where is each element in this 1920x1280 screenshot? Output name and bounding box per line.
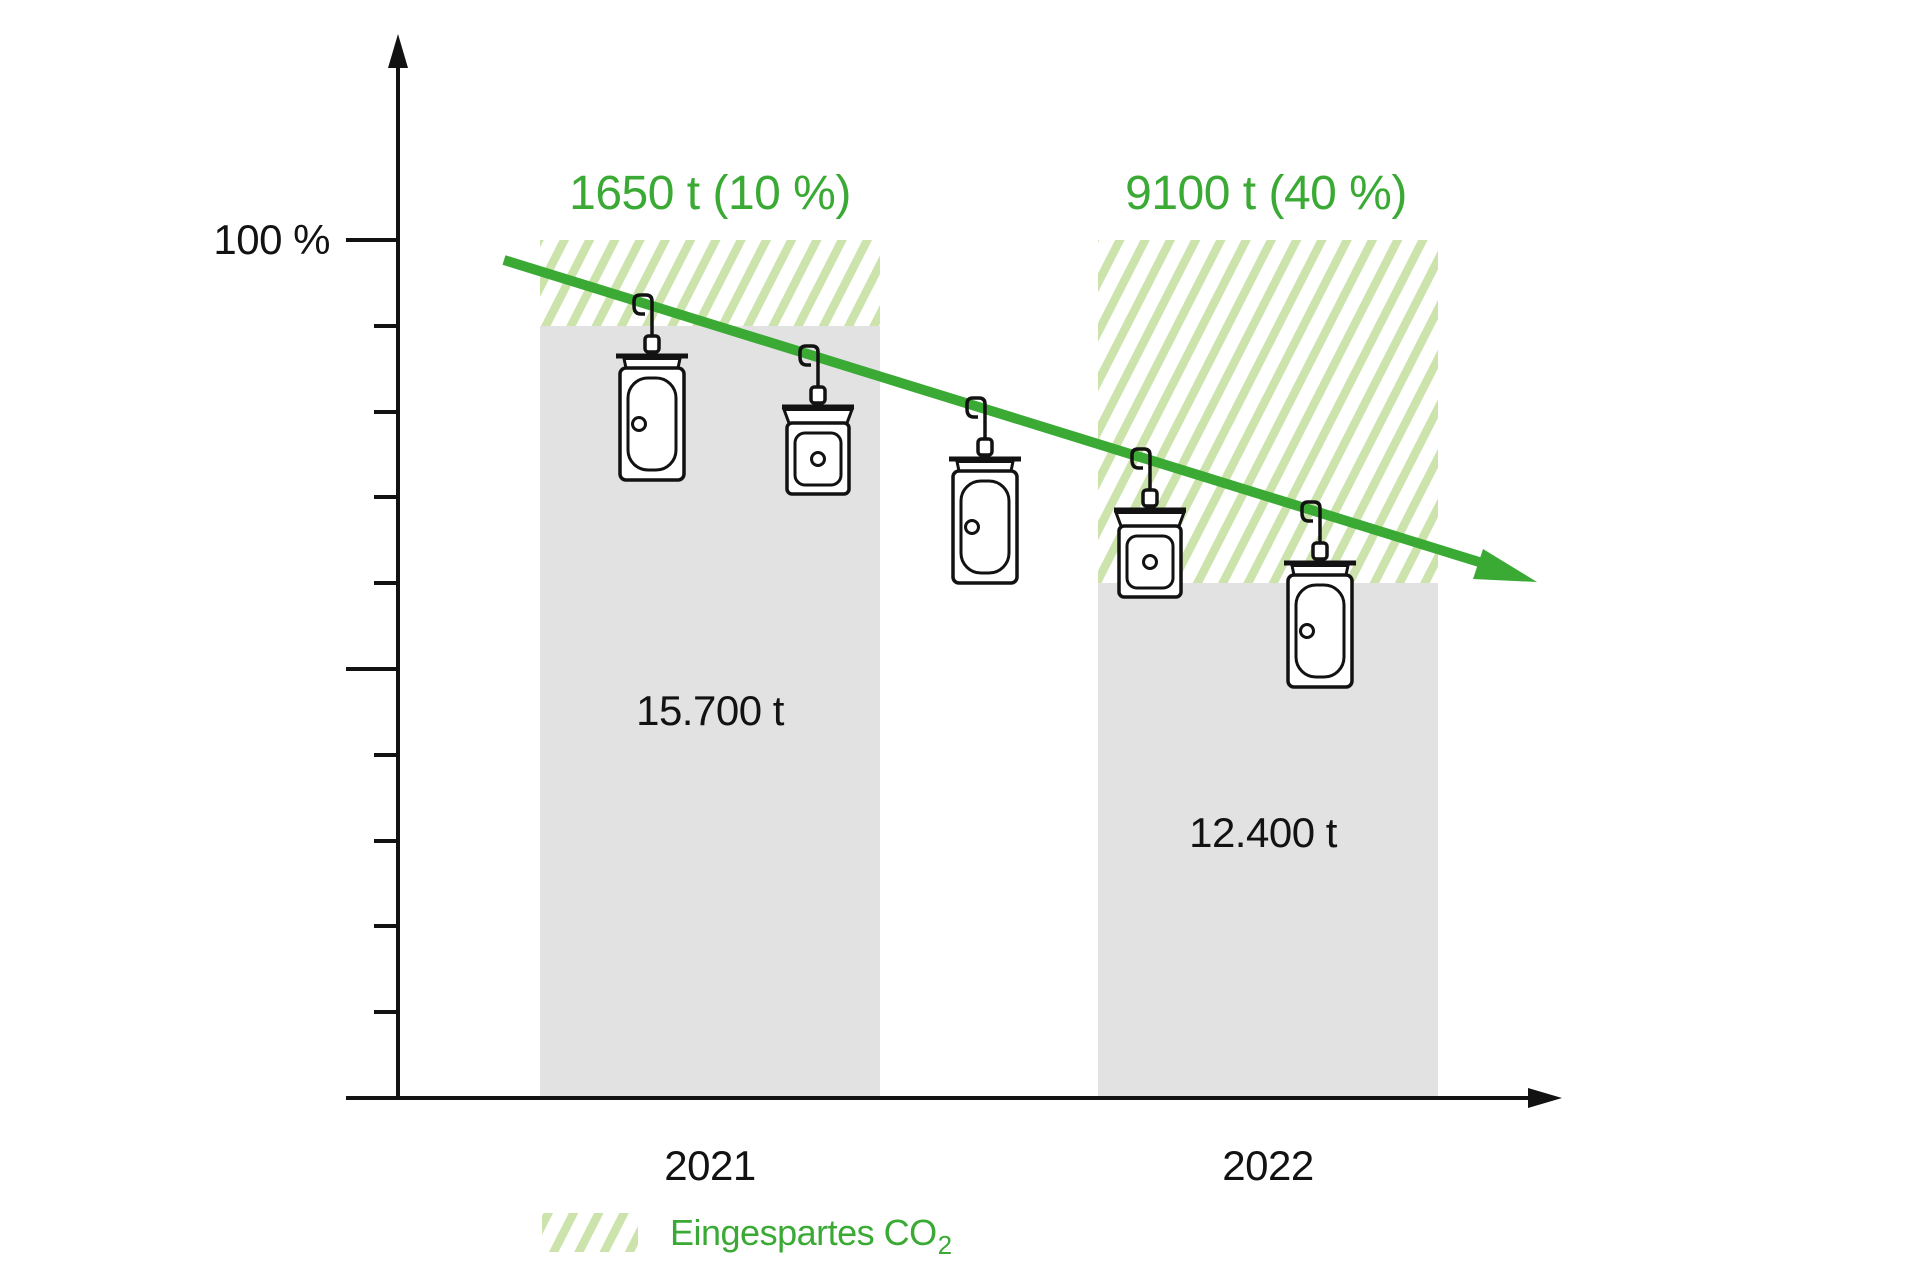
saved-co2-label-2022: 9100 t (40 %): [1125, 167, 1407, 220]
bathtub-icon: [949, 398, 1021, 583]
emitted-co2-value-2021: 15.700 t: [636, 687, 784, 734]
x-axis-arrowhead-icon: [1528, 1088, 1562, 1108]
y-axis-100-percent-label: 100 %: [213, 216, 330, 263]
y-axis: [346, 62, 400, 1098]
saved-co2-label-2021: 1650 t (10 %): [569, 167, 851, 220]
x-tick-label-2021: 2021: [664, 1142, 756, 1189]
emitted-co2-value-2022: 12.400 t: [1189, 809, 1337, 856]
x-tick-label-2022: 2022: [1222, 1142, 1314, 1189]
legend-label: Eingespartes CO2: [670, 1212, 952, 1259]
y-axis-arrowhead-icon: [388, 34, 408, 68]
bar-2021-saved-hatch: [540, 240, 880, 326]
trend-down-arrow-icon: [502, 255, 1537, 582]
legend-label-text: Eingespartes CO: [670, 1212, 937, 1253]
bar-2022-gray: [1098, 583, 1438, 1098]
legend-label-subscript: 2: [937, 1230, 952, 1260]
legend-hatch-swatch-icon: [542, 1213, 638, 1252]
